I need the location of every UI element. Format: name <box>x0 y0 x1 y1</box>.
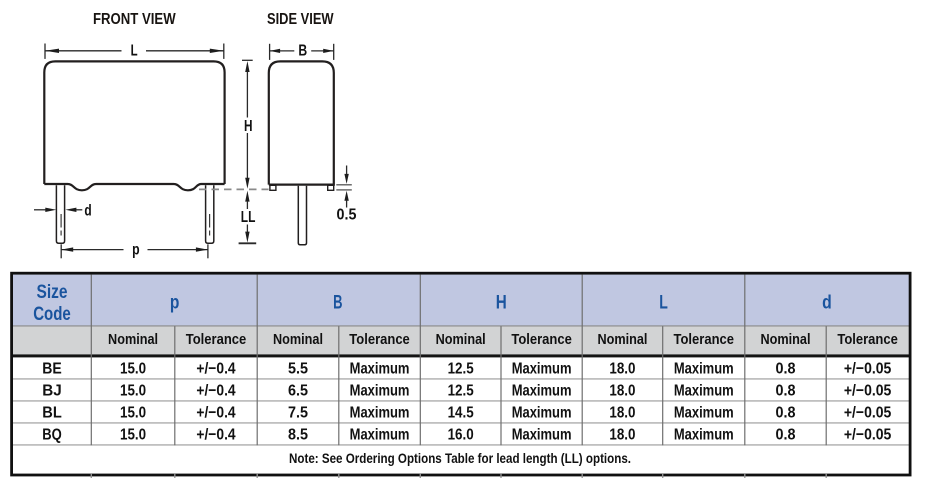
svg-text:15.0: 15.0 <box>120 426 146 443</box>
svg-text:Tolerance: Tolerance <box>837 332 898 348</box>
svg-text:Tolerance: Tolerance <box>674 332 735 348</box>
svg-text:7.5: 7.5 <box>288 404 308 421</box>
svg-text:+/−0.4: +/−0.4 <box>196 426 235 443</box>
svg-text:+/−0.05: +/−0.05 <box>844 426 892 443</box>
svg-text:Maximum: Maximum <box>350 382 410 399</box>
svg-text:Tolerance: Tolerance <box>511 332 572 348</box>
svg-text:L: L <box>131 43 138 60</box>
svg-text:18.0: 18.0 <box>609 382 635 399</box>
svg-text:8.5: 8.5 <box>288 426 308 443</box>
svg-text:0.8: 0.8 <box>776 382 796 399</box>
svg-text:B: B <box>298 42 307 59</box>
svg-text:BJ: BJ <box>42 382 62 399</box>
svg-text:Nominal: Nominal <box>273 332 323 348</box>
svg-text:12.5: 12.5 <box>448 360 474 377</box>
svg-text:LL: LL <box>241 209 256 226</box>
svg-text:Nominal: Nominal <box>436 332 486 348</box>
svg-text:0.5: 0.5 <box>337 207 357 224</box>
svg-text:BE: BE <box>42 360 62 377</box>
svg-text:16.0: 16.0 <box>448 426 474 443</box>
svg-text:Maximum: Maximum <box>512 382 572 399</box>
svg-text:6.5: 6.5 <box>288 382 308 399</box>
svg-text:Maximum: Maximum <box>350 404 410 421</box>
svg-text:d: d <box>822 292 832 313</box>
svg-text:Maximum: Maximum <box>350 360 410 377</box>
svg-text:Tolerance: Tolerance <box>186 332 247 348</box>
svg-text:BL: BL <box>42 404 62 421</box>
svg-text:+/−0.05: +/−0.05 <box>844 404 892 421</box>
svg-text:Maximum: Maximum <box>674 382 734 399</box>
svg-text:12.5: 12.5 <box>448 382 474 399</box>
svg-text:+/−0.05: +/−0.05 <box>844 382 892 399</box>
svg-text:FRONT VIEW: FRONT VIEW <box>93 11 176 28</box>
svg-text:Maximum: Maximum <box>512 404 572 421</box>
svg-text:0.8: 0.8 <box>776 360 796 377</box>
svg-text:Maximum: Maximum <box>674 426 734 443</box>
svg-text:d: d <box>84 202 91 219</box>
svg-text:Maximum: Maximum <box>674 360 734 377</box>
svg-text:Note: See Ordering Options Tab: Note: See Ordering Options Table for lea… <box>289 450 631 466</box>
svg-text:0.8: 0.8 <box>776 404 796 421</box>
svg-text:18.0: 18.0 <box>609 404 635 421</box>
svg-text:0.8: 0.8 <box>776 426 796 443</box>
svg-text:L: L <box>659 292 668 313</box>
svg-text:18.0: 18.0 <box>609 360 635 377</box>
svg-text:+/−0.4: +/−0.4 <box>196 404 235 421</box>
svg-text:5.5: 5.5 <box>288 360 308 377</box>
svg-text:p: p <box>132 241 140 258</box>
svg-text:Maximum: Maximum <box>512 360 572 377</box>
svg-text:Nominal: Nominal <box>597 332 647 348</box>
svg-text:+/−0.05: +/−0.05 <box>844 360 892 377</box>
svg-text:15.0: 15.0 <box>120 360 146 377</box>
svg-text:Nominal: Nominal <box>761 332 811 348</box>
svg-text:18.0: 18.0 <box>609 426 635 443</box>
svg-text:Maximum: Maximum <box>512 426 572 443</box>
svg-text:15.0: 15.0 <box>120 404 146 421</box>
svg-text:Maximum: Maximum <box>674 404 734 421</box>
svg-text:Size: Size <box>37 282 68 303</box>
svg-text:Tolerance: Tolerance <box>349 332 410 348</box>
svg-text:14.5: 14.5 <box>448 404 474 421</box>
svg-text:H: H <box>496 292 507 313</box>
svg-text:Nominal: Nominal <box>108 332 158 348</box>
svg-text:p: p <box>170 292 180 313</box>
svg-text:+/−0.4: +/−0.4 <box>196 360 235 377</box>
svg-text:SIDE VIEW: SIDE VIEW <box>267 11 334 28</box>
svg-text:Code: Code <box>33 304 71 325</box>
svg-text:+/−0.4: +/−0.4 <box>196 382 235 399</box>
svg-text:15.0: 15.0 <box>120 382 146 399</box>
svg-text:H: H <box>244 118 253 135</box>
svg-text:BQ: BQ <box>42 426 62 443</box>
svg-text:Maximum: Maximum <box>350 426 410 443</box>
svg-text:B: B <box>333 292 342 313</box>
